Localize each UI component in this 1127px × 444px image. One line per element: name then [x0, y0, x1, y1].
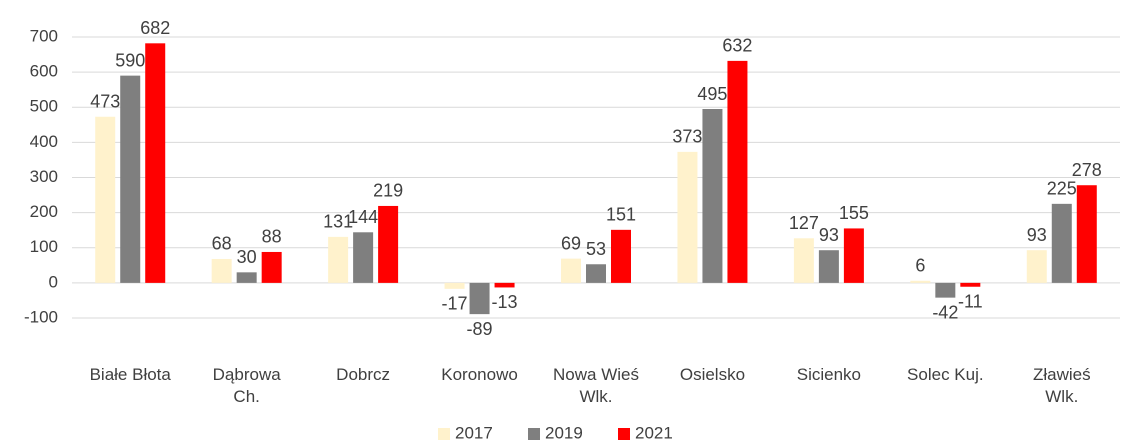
- x-tick-label: Zławieś Wlk.: [1033, 365, 1091, 406]
- x-tick-label-line: Ch.: [233, 387, 259, 406]
- bar: [261, 251, 282, 283]
- x-tick-label-line: Wlk.: [1045, 387, 1078, 406]
- data-label: 590: [115, 50, 145, 70]
- data-label: 93: [1027, 225, 1047, 245]
- x-tick-label-line: Nowa Wieś: [553, 365, 639, 384]
- legend-label: 2019: [545, 423, 583, 442]
- bar: [843, 228, 864, 283]
- bar: [702, 109, 723, 283]
- y-tick-label: 500: [30, 97, 58, 116]
- data-label: 155: [839, 203, 869, 223]
- y-tick-label: -100: [24, 307, 58, 326]
- x-tick-label-line: Sicienko: [797, 365, 861, 384]
- bar: [494, 282, 515, 288]
- bar: [378, 205, 399, 283]
- legend-swatch: [618, 428, 630, 440]
- x-tick-label: Białe Błota: [90, 365, 172, 384]
- bar: [910, 280, 931, 283]
- legend-swatch: [438, 428, 450, 440]
- data-label: 225: [1047, 179, 1077, 199]
- data-label: 473: [90, 91, 120, 111]
- bar: [145, 43, 166, 283]
- data-label: 151: [606, 205, 636, 225]
- data-label: 127: [789, 213, 819, 233]
- data-label: 682: [140, 18, 170, 38]
- x-tick-label-line: Zławieś: [1033, 365, 1091, 384]
- x-tick-label-line: Koronowo: [441, 365, 518, 384]
- bar: [677, 151, 698, 283]
- data-label: 278: [1072, 160, 1102, 180]
- x-tick-label-line: Wlk.: [579, 387, 612, 406]
- bar: [469, 282, 490, 315]
- bar: [1076, 185, 1097, 283]
- data-label: -11: [958, 291, 983, 311]
- data-label: -13: [492, 292, 518, 312]
- bar: [727, 60, 748, 283]
- y-tick-label: 400: [30, 132, 58, 151]
- data-label: 6: [915, 256, 925, 276]
- y-tick-label: 700: [30, 26, 58, 45]
- data-label: 88: [262, 227, 282, 247]
- x-tick-label-line: Osielsko: [680, 365, 745, 384]
- x-tick-label-line: Dąbrowa: [213, 365, 282, 384]
- data-label: 131: [323, 212, 353, 232]
- legend-label: 2017: [455, 423, 493, 442]
- data-label: 69: [561, 233, 581, 253]
- x-tick-label-line: Solec Kuj.: [907, 365, 984, 384]
- x-tick-label-line: Białe Błota: [90, 365, 172, 384]
- bar: [935, 282, 956, 298]
- bar: [586, 264, 606, 283]
- bar: [611, 229, 631, 283]
- bar: [328, 236, 349, 283]
- data-label: 93: [819, 225, 839, 245]
- bar: [353, 232, 374, 283]
- data-label: -42: [932, 302, 958, 322]
- bar: [95, 116, 116, 283]
- x-tick-label: Nowa Wieś Wlk.: [553, 365, 639, 406]
- y-tick-label: 200: [30, 202, 58, 221]
- bar: [444, 282, 465, 289]
- bar: [1051, 203, 1072, 283]
- data-label: 632: [722, 36, 752, 56]
- data-label: 30: [237, 247, 257, 267]
- data-label: 68: [212, 234, 232, 254]
- x-tick-label: Solec Kuj.: [907, 365, 984, 384]
- y-tick-label: 0: [49, 272, 58, 291]
- x-tick-label-line: Dobrcz: [336, 365, 390, 384]
- data-label: 53: [586, 239, 606, 259]
- data-label: 495: [697, 84, 727, 104]
- bar: [211, 258, 232, 283]
- x-tick-label: Osielsko: [680, 365, 745, 384]
- data-label: 373: [672, 127, 702, 147]
- x-tick-label: Koronowo: [441, 365, 518, 384]
- y-tick-label: 300: [30, 167, 58, 186]
- data-label: -17: [442, 294, 468, 314]
- bar: [236, 272, 257, 283]
- bar: [793, 238, 814, 283]
- bar: [960, 282, 981, 287]
- legend-label: 2021: [635, 423, 673, 442]
- bar: [120, 75, 141, 283]
- bar: [1026, 250, 1047, 283]
- x-tick-label: Dobrcz: [336, 365, 390, 384]
- bar: [818, 250, 839, 283]
- y-tick-label: 100: [30, 237, 58, 256]
- bar: [561, 258, 581, 283]
- x-tick-label: Sicienko: [797, 365, 861, 384]
- y-tick-label: 600: [30, 62, 58, 81]
- legend-swatch: [528, 428, 540, 440]
- data-label: -89: [467, 319, 493, 339]
- data-label: 219: [373, 181, 403, 201]
- x-tick-label: Dąbrowa Ch.: [213, 365, 282, 406]
- data-label: 144: [348, 207, 378, 227]
